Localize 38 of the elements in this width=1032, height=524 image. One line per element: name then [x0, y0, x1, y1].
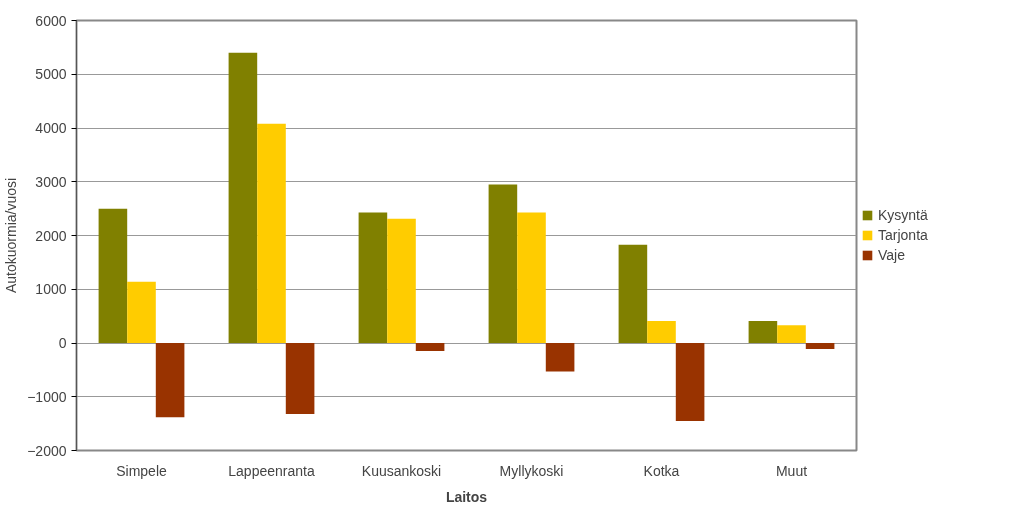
bar: [387, 218, 416, 343]
bar: [748, 320, 778, 343]
x-axis-title: Laitos: [445, 488, 488, 505]
bar: [127, 281, 156, 343]
bar: [358, 212, 388, 343]
y-tick-label: 6000: [35, 12, 67, 29]
y-axis-title: Autokuormia/vuosi: [3, 177, 20, 294]
x-tick-label: Kuusankoski: [361, 462, 442, 479]
bar: [545, 343, 575, 372]
y-tick-label: 0: [58, 335, 67, 351]
bar: [675, 343, 705, 421]
bar: [488, 184, 518, 343]
bar: [777, 325, 806, 343]
y-tick-label: −1000: [27, 388, 67, 405]
bar: [415, 343, 445, 352]
x-tick-label: Muut: [775, 462, 808, 479]
legend-label: Vaje: [878, 247, 906, 263]
bar: [285, 343, 315, 414]
bar: [257, 123, 286, 343]
bar: [647, 320, 676, 343]
bar: [228, 52, 258, 343]
y-tick-label: 2000: [35, 227, 67, 244]
legend-label: Kysyntä: [878, 207, 929, 223]
x-tick-label: Myllykoski: [499, 462, 564, 479]
legend-label: Tarjonta: [878, 227, 929, 243]
bar: [517, 212, 546, 343]
y-tick-label: 1000: [35, 281, 67, 298]
y-tick-label: 4000: [35, 120, 67, 136]
bar: [98, 208, 128, 343]
y-tick-label: 5000: [35, 66, 67, 83]
bar: [155, 343, 185, 418]
x-tick-label: Lappeenranta: [228, 462, 315, 479]
y-tick-label: 3000: [35, 173, 67, 190]
bar: [618, 244, 648, 343]
x-tick-label: Simpele: [116, 462, 167, 479]
bar: [805, 343, 835, 349]
x-tick-label: Kotka: [643, 462, 680, 479]
y-tick-label: −2000: [27, 442, 67, 459]
